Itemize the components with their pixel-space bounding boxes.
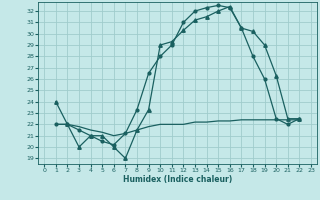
X-axis label: Humidex (Indice chaleur): Humidex (Indice chaleur) xyxy=(123,175,232,184)
